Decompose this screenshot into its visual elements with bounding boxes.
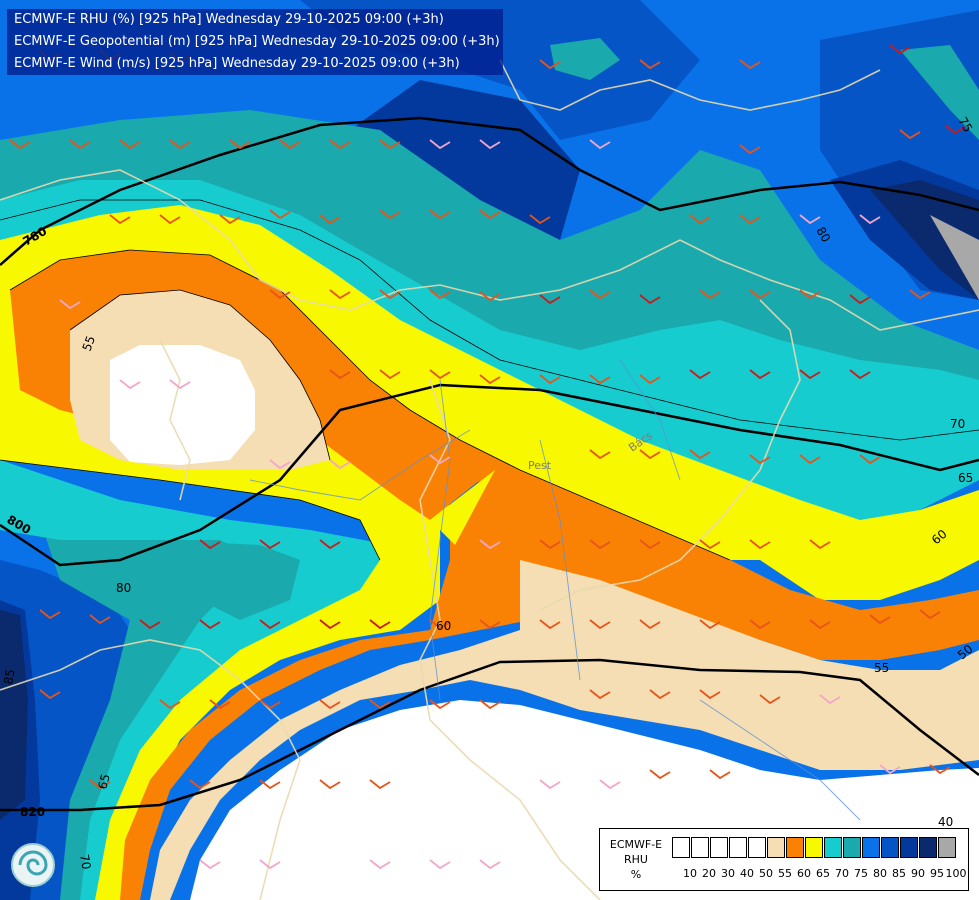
legend-swatch-80: [862, 837, 880, 858]
legend-swatch-75: [843, 837, 861, 858]
rhu-fill-75-inner: [160, 540, 300, 620]
rhu-fill-65-wedge: [430, 470, 495, 545]
rhu-label-80: 80: [116, 581, 131, 595]
legend-tick-label: 65: [816, 867, 830, 880]
rhu-fill-75-topright: [900, 45, 979, 140]
rhu-label-55: 55: [80, 334, 98, 353]
legend-swatch-85: [881, 837, 899, 858]
geopotential-contour-780: [0, 116, 979, 266]
legend-tick-label: 85: [892, 867, 906, 880]
legend-tick-label: 40: [740, 867, 754, 880]
legend-tick-label: 20: [702, 867, 716, 880]
legend-tick-label: 10: [683, 867, 697, 880]
legend-tick-label: 75: [854, 867, 868, 880]
rhu-label-60: 60: [436, 619, 451, 633]
legend-swatch-55: [767, 837, 785, 858]
map-title-box: ECMWF-E RHU (%) [925 hPa] Wednesday 29-1…: [7, 9, 503, 75]
legend-swatch-90: [900, 837, 918, 858]
place-label-pest: Pest: [528, 459, 552, 472]
rhu-contour-lines: [0, 199, 979, 561]
legend-tick-label: 30: [721, 867, 735, 880]
rhu-label-65b: 65: [95, 772, 112, 790]
geopotential-contour-800: [0, 383, 979, 567]
title-line-wind: ECMWF-E Wind (m/s) [925 hPa] Wednesday 2…: [14, 56, 460, 71]
rhu-label-85: 85: [1, 668, 17, 685]
legend-title: ECMWF-E RHU %: [604, 837, 668, 882]
legend-tick-label: 55: [778, 867, 792, 880]
legend-tick-label: 60: [797, 867, 811, 880]
legend-swatch-40: [729, 837, 747, 858]
legend-swatch-70: [824, 837, 842, 858]
legend-swatch-20: [691, 837, 709, 858]
rhu-fill-95-left: [0, 610, 28, 820]
legend-swatch-50: [748, 837, 766, 858]
legend-tick-label: 95: [930, 867, 944, 880]
wind-barbs: [9, 44, 966, 870]
legend-unit: %: [630, 868, 642, 881]
rhu-fill-75-topsmall: [550, 38, 620, 80]
legend-tick-labels: 10 20 30 40 50 55 60 65 70 75 80 85 90 95 100: [672, 867, 972, 881]
legend-swatches: [672, 837, 957, 860]
legend-swatch-100: [938, 837, 956, 858]
rhu-label-75: 75: [955, 115, 975, 135]
rhu-label-65: 65: [958, 471, 973, 485]
title-line-geopotential: ECMWF-E Geopotential (m) [925 hPa] Wedne…: [14, 34, 500, 49]
title-line-rhu: ECMWF-E RHU (%) [925 hPa] Wednesday 29-1…: [14, 12, 444, 27]
rhu-label-70: 70: [950, 417, 965, 431]
rivers: [249, 359, 861, 821]
rhu-label-55b: 55: [874, 661, 889, 675]
agency-logo-icon: [10, 842, 56, 888]
rhu-fill-95-right: [870, 180, 979, 300]
rhu-legend: ECMWF-E RHU % 10 20 30 40 50 55 60 65 70 75 80 85 90…: [599, 828, 969, 891]
legend-variable: RHU: [624, 853, 648, 866]
legend-swatch-10: [672, 837, 690, 858]
rhu-label-80b: 80: [813, 225, 833, 245]
legend-model: ECMWF-E: [609, 838, 663, 851]
legend-tick-label: 90: [911, 867, 925, 880]
legend-swatch-65: [805, 837, 823, 858]
geopotential-label-820: 820: [20, 805, 45, 819]
legend-tick-label: 100: [945, 867, 967, 880]
legend-swatch-60: [786, 837, 804, 858]
legend-swatch-30: [710, 837, 728, 858]
rhu-label-70b: 70: [77, 853, 93, 870]
rhu-fill-55-south: [150, 560, 979, 900]
rhu-fill-50-center: [110, 345, 255, 465]
legend-tick-label: 70: [835, 867, 849, 880]
legend-tick-label: 50: [759, 867, 773, 880]
geopotential-contour-820: [0, 658, 979, 812]
legend-tick-label: 80: [873, 867, 887, 880]
rhu-label-40: 40: [938, 815, 953, 829]
legend-swatch-95: [919, 837, 937, 858]
rhu-fill-100-right: [930, 215, 979, 300]
country-borders: [0, 59, 979, 900]
